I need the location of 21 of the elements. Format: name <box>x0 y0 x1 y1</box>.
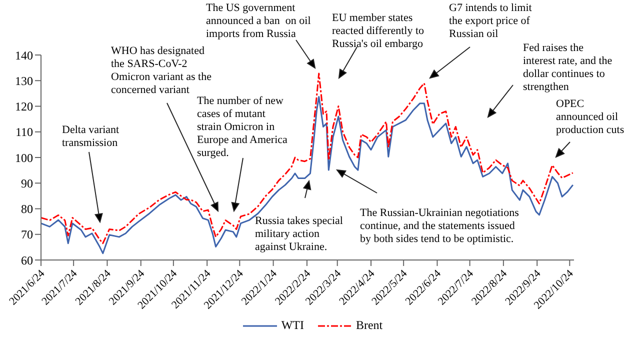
y-tick-label: 70 <box>21 228 33 242</box>
annotation: The number of new cases of mutant strain Omicron in Europe and America surged. <box>197 95 288 159</box>
annotation: The Russian-Ukrainian negotiations continue, and the statements issued by both sides tend to be optimistic. <box>360 207 519 245</box>
y-tick-label: 130 <box>15 74 33 88</box>
y-tick-label: 90 <box>21 176 33 190</box>
y-tick-label: 140 <box>15 48 33 62</box>
legend-label: Brent <box>356 318 383 333</box>
text: The US government announced a ban on oil imports from Russia <box>206 2 311 40</box>
y-tick-label: 100 <box>15 150 33 165</box>
y-tick-label: 80 <box>21 202 33 216</box>
text: G7 intends to limit the export price of Russian oil <box>449 2 532 40</box>
annotation: OPEC announced oil production cuts <box>556 98 624 136</box>
legend-label: WTI <box>281 318 304 333</box>
text: EU member states reacted differently to Russia's oil embargo <box>332 12 425 50</box>
annotation: Fed raises the interest rate, and the dollar continues to strengthen <box>523 42 612 93</box>
annotation: WHO has designated the SARS-CoV-2 Omicron variant as the concerned variant <box>111 45 212 96</box>
annotation: Russia takes special military action against Ukraine. <box>255 215 343 253</box>
y-tick-label: 120 <box>15 100 33 114</box>
y-tick-label: 110 <box>15 125 33 140</box>
annotation: Delta variant transmission <box>62 124 120 149</box>
y-tick-label: 60 <box>21 253 33 268</box>
